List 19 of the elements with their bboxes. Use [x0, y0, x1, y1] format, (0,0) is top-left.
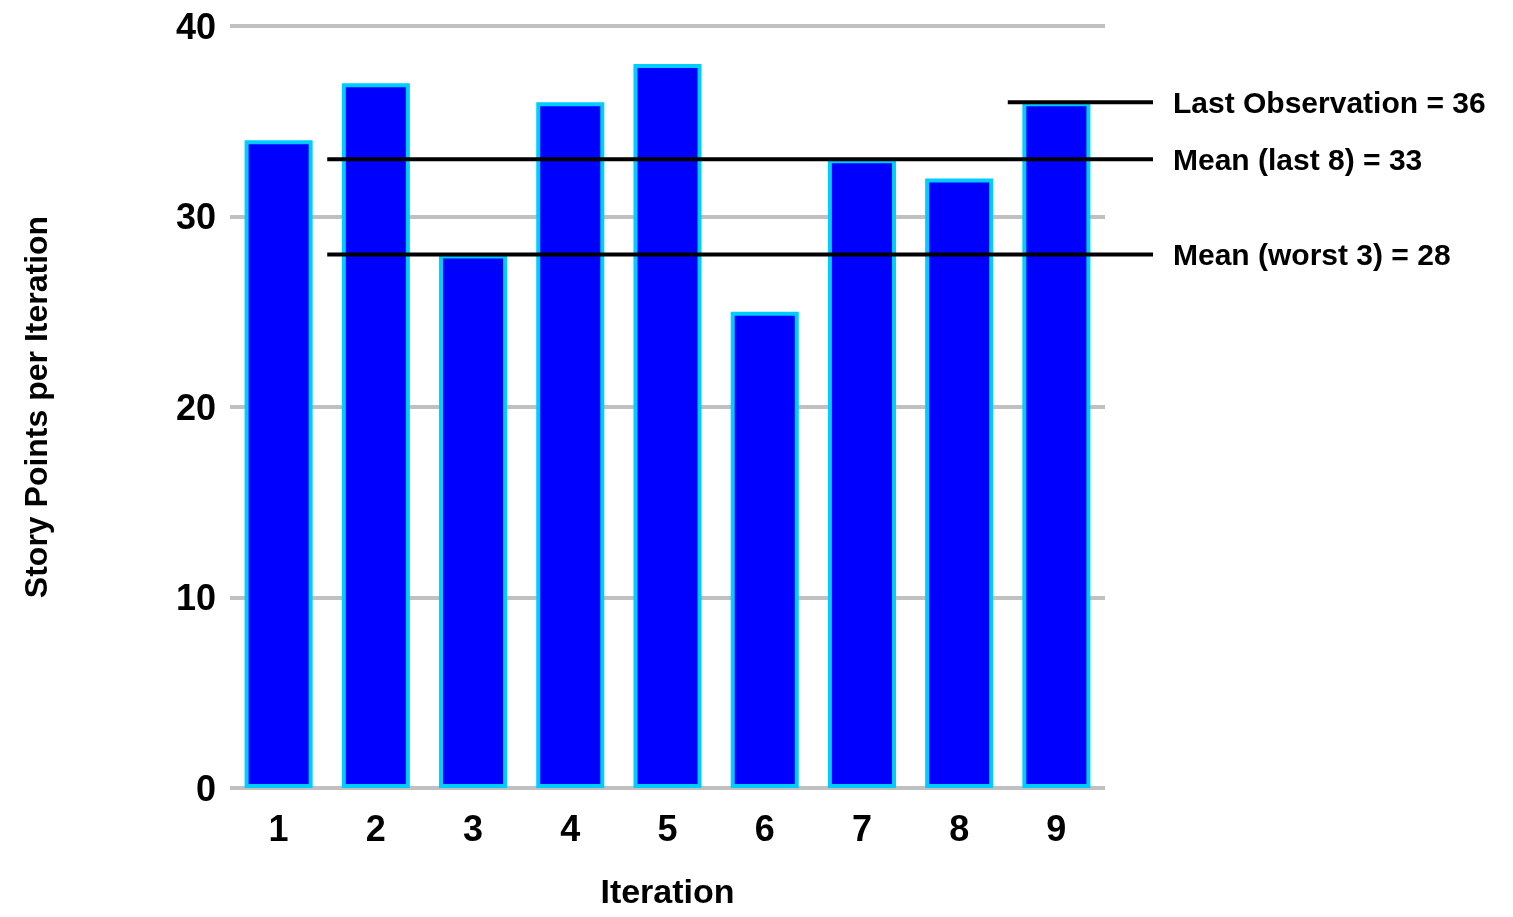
x-tick-label: 2 [365, 807, 386, 849]
x-tick-label: 5 [657, 807, 678, 849]
x-tick-label: 9 [1046, 807, 1067, 849]
y-tick-label: 30 [175, 196, 216, 237]
y-tick-label: 10 [175, 577, 216, 618]
x-tick-label: 1 [268, 807, 289, 849]
y-tick-label: 0 [195, 767, 216, 809]
x-tick-label: 4 [560, 807, 581, 849]
x-tick-label: 3 [463, 807, 484, 849]
x-tick-label: 6 [754, 807, 775, 849]
y-axis-title: Story Points per Iteration [18, 215, 54, 599]
ref-line-label: Last Observation = 36 [1173, 85, 1486, 119]
y-tick-label: 40 [175, 5, 216, 47]
y-tick-label: 20 [175, 386, 216, 428]
x-tick-label: 7 [851, 807, 872, 849]
ref-line-label: Mean (worst 3) = 28 [1173, 238, 1451, 272]
x-axis-title: Iteration [600, 872, 735, 910]
ref-line-label: Mean (last 8) = 33 [1173, 142, 1423, 176]
x-tick-label: 8 [949, 807, 970, 849]
